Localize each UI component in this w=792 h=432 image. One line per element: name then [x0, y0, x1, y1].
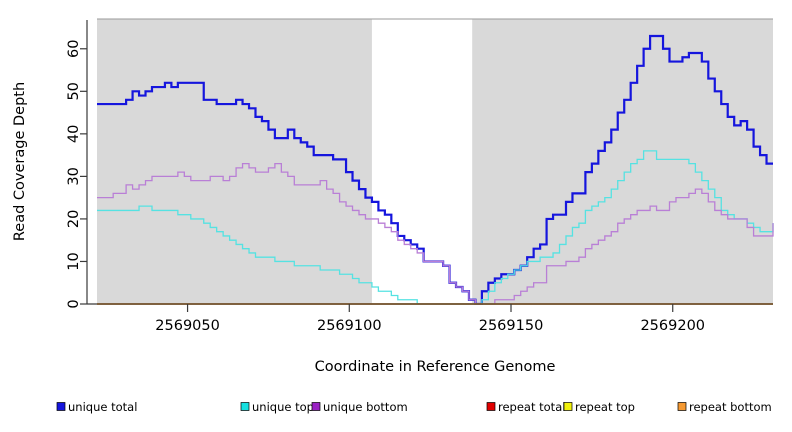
x-axis-title: Coordinate in Reference Genome: [315, 359, 556, 375]
series-line-unique-bottom: [97, 162, 774, 305]
y-tick-label: 20: [66, 210, 82, 228]
legend-label-unique-top: unique top: [252, 400, 314, 414]
y-tick-label: 0: [66, 299, 82, 308]
legend-swatch-unique-top: [240, 402, 250, 411]
x-tick-label: 2569050: [155, 318, 220, 334]
x-tick-label: 2569100: [317, 318, 382, 334]
legend-swatch-unique-total: [56, 402, 66, 411]
y-tick-label: 30: [66, 167, 82, 185]
y-tick-label: 50: [66, 82, 82, 100]
legend-label-repeat-top: repeat top: [575, 400, 635, 414]
legend-swatch-repeat-total: [486, 402, 496, 411]
y-tick-label: 60: [66, 40, 82, 58]
coverage-gap-region: [371, 19, 473, 304]
legend-swatch-unique-bottom: [311, 402, 321, 411]
x-tick-label: 2569150: [479, 318, 544, 334]
legend-label-repeat-total: repeat total: [498, 400, 565, 414]
legend-label-repeat-bottom: repeat bottom: [689, 400, 772, 414]
x-tick-label: 2569200: [640, 318, 705, 334]
legend-swatch-repeat-bottom: [677, 402, 687, 411]
legend-label-unique-bottom: unique bottom: [323, 400, 408, 414]
y-axis-title: Read Coverage Depth: [12, 82, 28, 241]
legend-swatch-repeat-top: [563, 402, 573, 411]
y-tick-label: 10: [66, 252, 82, 270]
y-tick-label: 40: [66, 125, 82, 143]
legend-label-unique-total: unique total: [68, 400, 137, 414]
